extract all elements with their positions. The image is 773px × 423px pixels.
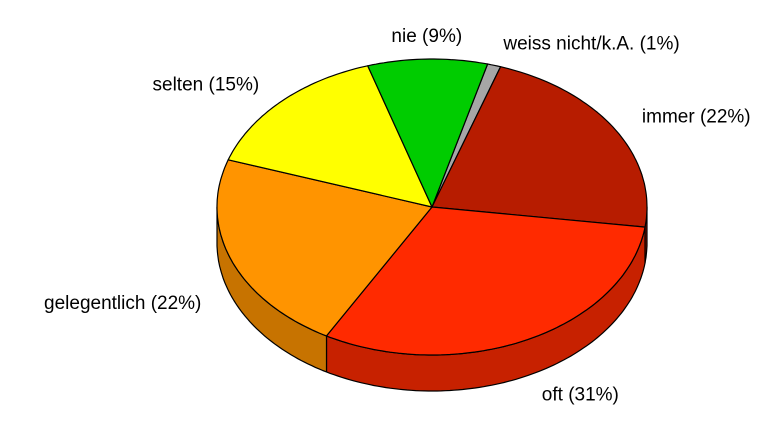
slice-label: selten (15%) [153, 75, 260, 96]
slice-label: oft (31%) [542, 384, 619, 405]
slice-label: nie (9%) [391, 26, 462, 47]
slice-label: gelegentlich (22%) [44, 293, 201, 314]
slice [325, 206, 646, 356]
slice-label: immer (22%) [642, 106, 751, 127]
slice [367, 58, 489, 208]
slice [227, 65, 433, 208]
slice-label: weiss nicht/k.A. (1%) [502, 33, 679, 54]
slice [431, 66, 648, 228]
slice [216, 159, 433, 337]
